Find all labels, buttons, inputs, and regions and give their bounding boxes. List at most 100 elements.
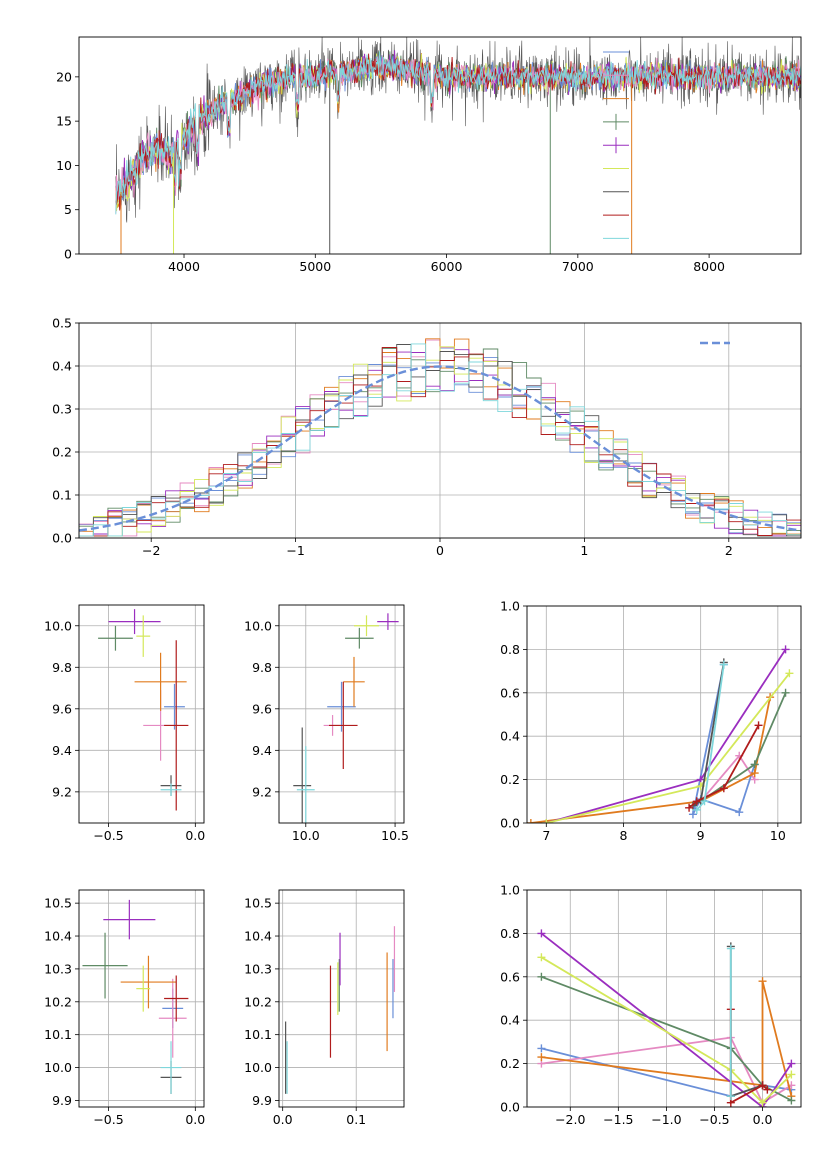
- weight-point-marker: [750, 769, 759, 778]
- weight-point-marker: [527, 819, 535, 823]
- y-tick-label: 9.2: [252, 784, 272, 799]
- y-tick-label: 9.8: [252, 660, 272, 675]
- y-tick-label: 9.2: [52, 784, 72, 799]
- error-bar-point: [136, 965, 151, 1012]
- weight-point-marker: [758, 1098, 767, 1107]
- weight-point-marker: [787, 1096, 796, 1105]
- plot-area-spectrum: [115, 37, 801, 254]
- y-tick-label: 10.4: [244, 929, 272, 944]
- x-tick-label: 8: [620, 828, 628, 843]
- error-bar-point: [354, 615, 379, 637]
- y-tick-label: 5: [64, 202, 72, 217]
- x-tick-label: −2.0: [555, 1112, 585, 1127]
- y-tick-label: 9.4: [252, 743, 272, 758]
- weight-point-marker: [758, 977, 767, 986]
- y-tick-label: 9.6: [252, 701, 272, 716]
- weight-series-line: [546, 672, 791, 823]
- y-tick-label: 9.4: [52, 743, 72, 758]
- weight-series-line: [540, 956, 793, 1104]
- axes-spectrum: 4000 5000 6000 7000 8000 0 5 10 15 20: [56, 36, 802, 274]
- y-tick-label: 15: [56, 114, 72, 129]
- weight-point-marker: [700, 797, 709, 806]
- weight-point-marker: [726, 1092, 735, 1101]
- y-tick-label: 0.0: [500, 816, 520, 831]
- weight-point-marker: [781, 645, 790, 654]
- weight-point-marker: [735, 808, 744, 817]
- y-tick-label: 1.0: [500, 599, 520, 614]
- plot-area-mass-vs-Z: [82, 899, 189, 1094]
- error-bar-point: [82, 932, 128, 999]
- weight-point-marker: [787, 1070, 796, 1079]
- y-tick-label: 0.4: [52, 359, 72, 374]
- y-tick-label: 20: [56, 69, 72, 84]
- weight-series-line: [530, 696, 771, 823]
- y-tick-label: 10: [56, 158, 72, 173]
- x-tick-label: 8000: [693, 259, 725, 274]
- x-tick-label: 2: [725, 543, 733, 558]
- axes-frame: [78, 36, 802, 255]
- error-bar-point: [345, 627, 374, 649]
- axes-frame: [278, 889, 405, 1108]
- y-tick-label: 10.0: [44, 618, 72, 633]
- weight-series-line: [541, 980, 793, 1097]
- axes-mass-vs-Z: −0.5 0.0 9.9 10.0 10.1 10.2 10.3 10.4 10.5: [44, 889, 205, 1127]
- y-tick-label: 9.9: [252, 1093, 272, 1108]
- x-tick-label: −0.5: [93, 1112, 123, 1127]
- weight-point-marker: [542, 819, 551, 823]
- axes-weight-vs-age: 7 8 9 10 0.0 0.2 0.4 0.6 0.8 1.0: [500, 599, 802, 843]
- x-tick-label: 0.1: [346, 1112, 366, 1127]
- axes-frame: [78, 322, 802, 539]
- x-tick-label: −0.5: [699, 1112, 729, 1127]
- y-tick-label: 10.3: [44, 961, 72, 976]
- plot-area-residuals: [79, 338, 801, 538]
- legend-spectrum: [603, 51, 629, 239]
- x-tick-label: 0: [436, 543, 444, 558]
- histogram-step: [79, 343, 801, 538]
- y-tick-label: 0.8: [500, 926, 520, 941]
- error-bar-point: [134, 652, 187, 711]
- spectrum-line: [115, 51, 801, 215]
- weight-point-marker: [787, 1059, 796, 1068]
- y-tick-label: 0.6: [500, 685, 520, 700]
- axes-mass-vs-EBV: 0.0 0.1 9.9 10.0 10.1 10.2 10.3 10.4 10.5: [244, 889, 405, 1127]
- y-tick-label: 10.3: [244, 961, 272, 976]
- weight-series-line: [700, 754, 756, 802]
- y-tick-label: 0.4: [500, 729, 520, 744]
- x-tick-label: −0.5: [93, 828, 123, 843]
- weight-point-marker: [692, 805, 701, 814]
- x-tick-label: −1.5: [603, 1112, 633, 1127]
- error-bar-point: [343, 656, 365, 707]
- x-tick-label: 0.0: [185, 1112, 205, 1127]
- y-tick-label: 0.3: [52, 402, 72, 417]
- x-tick-label: 0.0: [185, 828, 205, 843]
- axes-residuals: −2 −1 0 1 2 0.0 0.1 0.2 0.3 0.4 0.5: [52, 316, 802, 558]
- error-bar-point: [327, 681, 356, 732]
- weight-point-marker: [781, 688, 790, 697]
- x-tick-label: 1: [580, 543, 588, 558]
- weight-point-marker: [537, 953, 546, 962]
- y-tick-label: 9.6: [52, 701, 72, 716]
- weight-point-marker: [750, 760, 759, 769]
- weight-point-marker: [692, 797, 701, 806]
- plot-area-age-vs-mass: [293, 613, 399, 823]
- y-tick-label: 0.6: [500, 969, 520, 984]
- weight-point-marker: [719, 660, 728, 669]
- axes-age-vs-Z: −0.5 0.0 9.2 9.4 9.6 9.8 10.0: [44, 604, 205, 843]
- weight-point-marker: [537, 972, 546, 981]
- x-tick-label: −1.0: [651, 1112, 681, 1127]
- weight-point-marker: [688, 810, 697, 819]
- weight-point-marker: [719, 784, 728, 793]
- weight-point-marker: [785, 669, 794, 678]
- y-tick-label: 10.2: [244, 994, 272, 1009]
- error-bar-point: [108, 609, 161, 635]
- x-tick-label: 0.0: [753, 1112, 773, 1127]
- weight-point-marker: [537, 1053, 546, 1062]
- y-tick-label: 0: [64, 247, 72, 262]
- weight-point-marker: [537, 1044, 546, 1053]
- plot-area-age-vs-Z: [98, 609, 189, 811]
- y-tick-label: 1.0: [500, 883, 520, 898]
- error-bar-point: [293, 727, 312, 823]
- x-tick-label: 10.0: [292, 828, 320, 843]
- x-tick-label: 4000: [168, 259, 200, 274]
- x-tick-label: 9: [697, 828, 705, 843]
